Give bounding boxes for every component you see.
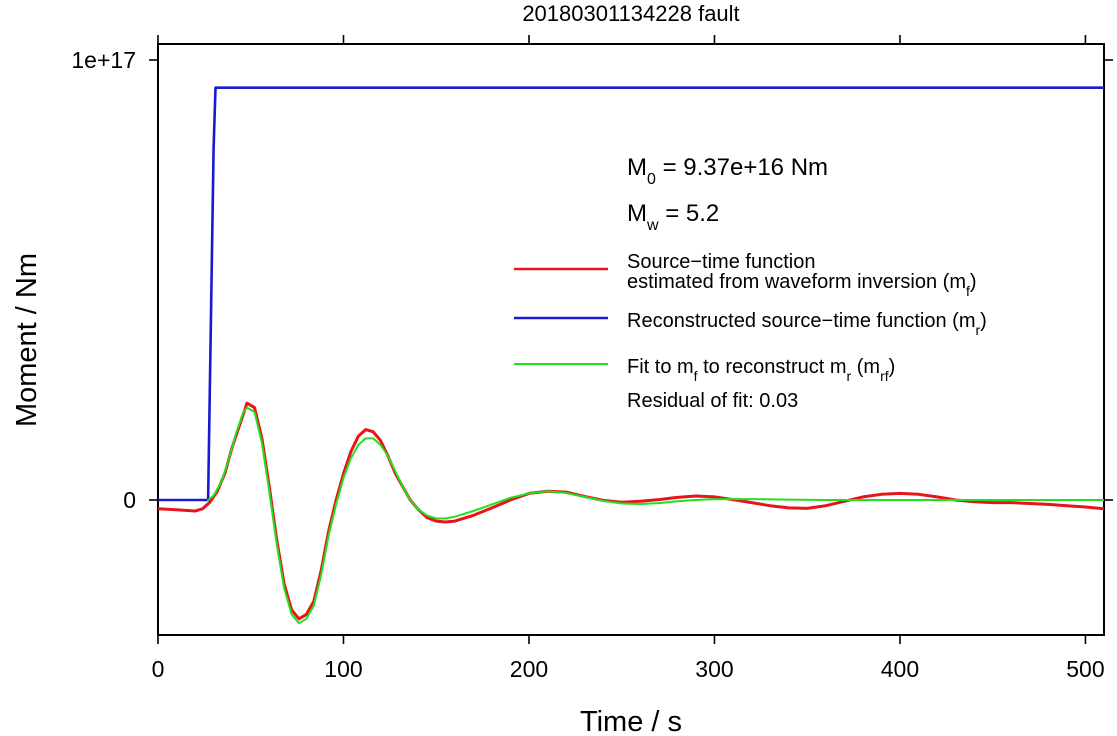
series-line-mr [158, 86, 1104, 502]
x-axis-label: Time / s [580, 706, 682, 736]
x-tick-label: 0 [152, 656, 165, 682]
chart-title: 20180301134228 fault [522, 1, 739, 26]
plot-area: 0 100 200 300 400 500 0 1e+17 M0 = 9.37e+16 Nm Mw… [71, 35, 1113, 682]
series-group [158, 86, 1104, 625]
y-axis-label: Moment / Nm [11, 253, 43, 427]
series-line-mrf [207, 406, 1104, 625]
legend-label-mf-line1: Source−time function [627, 251, 815, 273]
series-line-mf [158, 401, 1104, 621]
x-tick-label: 200 [510, 656, 548, 682]
annotation-residual: Residual of fit: 0.03 [627, 390, 798, 412]
y-tick-label: 1e+17 [71, 47, 136, 73]
legend-label-mf-line2: estimated from waveform inversion (mf) [627, 271, 977, 299]
legend-label-mrf: Fit to mf to reconstruct mr (mrf) [627, 356, 895, 384]
x-tick-label: 100 [324, 656, 362, 682]
annotation-mw: Mw = 5.2 [627, 200, 719, 234]
legend-label-mr: Reconstructed source−time function (mr) [627, 310, 987, 338]
x-tick-label: 400 [881, 656, 919, 682]
x-tick-label: 300 [695, 656, 733, 682]
x-tick-label: 500 [1066, 656, 1104, 682]
plot-frame [157, 43, 1105, 636]
y-tick-label: 0 [123, 487, 136, 513]
annotation-m0: M0 = 9.37e+16 Nm [627, 154, 828, 188]
